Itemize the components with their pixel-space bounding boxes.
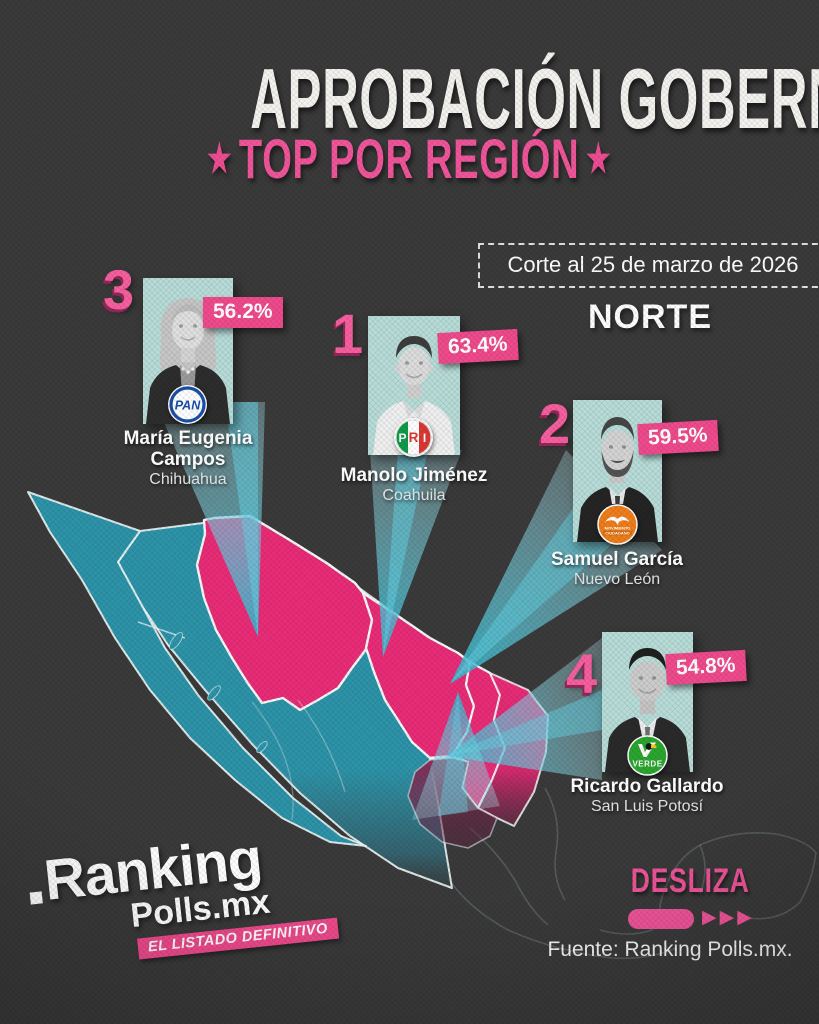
svg-text:I: I <box>423 431 426 445</box>
pri-logo-icon: P R I <box>393 417 434 458</box>
approval-badge: 56.2% <box>203 297 283 328</box>
governor-name: María Eugenia <box>123 428 253 449</box>
governor-name: Manolo Jiménez <box>340 465 488 486</box>
svg-text:VERDE: VERDE <box>632 760 662 769</box>
swipe-control[interactable]: ▶▶▶ <box>624 903 774 933</box>
rank-number: 4 <box>566 642 598 705</box>
date-cutoff-badge: Corte al 25 de marzo de 2026 <box>478 243 819 288</box>
svg-text:CIUDADANO: CIUDADANO <box>605 531 629 536</box>
swipe-pill <box>628 909 694 929</box>
governor-name-block: Ricardo Gallardo San Luis Potosí <box>537 776 757 816</box>
svg-text:MOVIMIENTO: MOVIMIENTO <box>605 526 631 531</box>
swipe-label: DESLIZA <box>630 862 750 900</box>
governor-state: San Luis Potosí <box>590 798 704 815</box>
star-icon: ★ <box>207 137 233 181</box>
region-label: NORTE <box>588 298 712 336</box>
svg-text:PAN: PAN <box>175 399 201 413</box>
rank-number: 1 <box>332 302 364 365</box>
rank-number: 2 <box>539 392 571 455</box>
partido-verde-logo-icon: VERDE <box>627 735 668 776</box>
governor-name-block: María Eugenia Campos Chihuahua <box>78 428 298 489</box>
svg-text:R: R <box>409 430 419 445</box>
governor-state: Coahuila <box>382 487 446 504</box>
governor-name: Campos <box>150 449 226 470</box>
governor-state: Chihuahua <box>149 471 227 488</box>
movimiento-ciudadano-logo-icon: MOVIMIENTO CIUDADANO <box>597 504 638 545</box>
approval-badge: 63.4% <box>437 328 519 365</box>
page-subtitle: ★ TOP POR REGIÓN ★ <box>0 127 819 190</box>
svg-text:P: P <box>398 431 406 445</box>
map-south-faint-outlines <box>447 787 817 960</box>
governor-name-block: Samuel García Nuevo León <box>507 549 727 589</box>
governor-name-block: Manolo Jiménez Coahuila <box>304 465 524 505</box>
map-region-baja <box>27 491 367 847</box>
rank-number: 3 <box>103 258 135 321</box>
page-title-text: APROBACIÓN GOBERNADORES <box>250 52 819 148</box>
swipe-arrows-icon: ▶▶▶ <box>702 907 755 928</box>
governor-name: Ricardo Gallardo <box>570 776 724 797</box>
logo-dot <box>29 891 43 905</box>
page-title: APROBACIÓN GOBERNADORES <box>0 52 819 148</box>
map-gulf-islands <box>168 631 268 754</box>
portrait-maria-campos <box>143 278 233 424</box>
source-credit: Fuente: Ranking Polls.mx. <box>547 938 793 961</box>
approval-badge: 59.5% <box>637 419 719 456</box>
star-icon: ★ <box>586 137 612 181</box>
governor-state: Nuevo León <box>573 571 661 588</box>
page-subtitle-text: TOP POR REGIÓN <box>239 127 580 190</box>
pan-logo-icon: PAN <box>167 384 208 425</box>
governor-photo <box>143 278 233 424</box>
approval-badge: 54.8% <box>665 649 747 686</box>
governor-name: Samuel García <box>550 549 684 570</box>
